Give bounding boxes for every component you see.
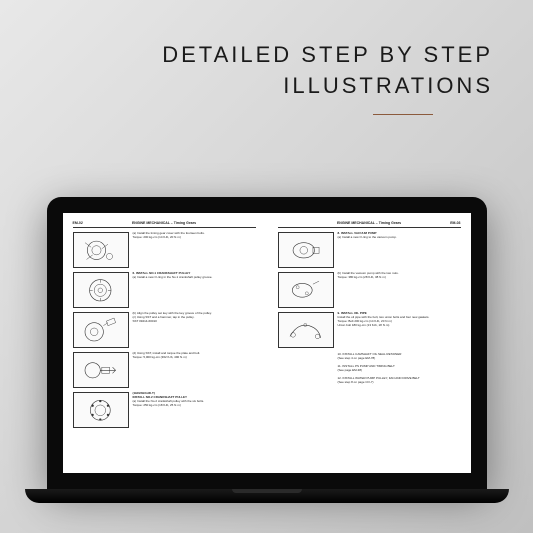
heading-line2: ILLUSTRATIONS [162, 71, 493, 102]
step-illustration-icon [278, 272, 334, 308]
laptop-bezel: EM-02 ENGINE MECHANICAL – Timing Gears (… [47, 197, 487, 489]
step-text: (b) Align the pulley set key with the ke… [133, 312, 256, 324]
step-illustration-icon [73, 272, 129, 308]
step-row: (b) Install the vacuum pump with the two… [278, 272, 461, 308]
step-row: (1HD/2H/1HD-T) INSTALL NO.2 CRANKSHAFT P… [73, 392, 256, 428]
step-row: 6. INSTALL NO.1 CRANKSHAFT PULLEY (a) In… [73, 272, 256, 308]
step-illustration-icon [73, 232, 129, 268]
step-text: (1HD/2H/1HD-T) INSTALL NO.2 CRANKSHAFT P… [133, 392, 256, 408]
step-illustration-icon [73, 392, 129, 428]
step-note: 12. INSTALL WATER PUMP PULLEY, FAN AND D… [278, 376, 461, 384]
step-note: 11. INSTALL PS PUMP AND TIMING BELT (See… [278, 364, 461, 372]
step-row: (a) Install the timing gear cover with t… [73, 232, 256, 268]
step-illustration-icon [278, 232, 334, 268]
laptop-base [25, 489, 509, 503]
heading-divider [373, 114, 433, 115]
step-row: 8. INSTALL VACUUM PUMP (a) Install a new… [278, 232, 461, 268]
step-row: 9. INSTALL OIL PIPE Install the oil pipe… [278, 312, 461, 348]
step-text: (a) Install the timing gear cover with t… [133, 232, 256, 240]
step-illustration-icon [73, 312, 129, 348]
manual-left-page: EM-02 ENGINE MECHANICAL – Timing Gears (… [63, 213, 266, 473]
step-illustration-icon [278, 312, 334, 348]
manual-right-page: EM-03 ENGINE MECHANICAL – Timing Gears 8… [268, 213, 471, 473]
step-illustration-icon [73, 352, 129, 388]
step-row: (d) Using SST, install and torque the pl… [73, 352, 256, 388]
step-note: 10. INSTALL CAMSHAFT OIL SEAL RETAINER (… [278, 352, 461, 360]
laptop-mockup: EM-02 ENGINE MECHANICAL – Timing Gears (… [47, 197, 487, 503]
page-header-right: ENGINE MECHANICAL – Timing Gears [278, 221, 461, 228]
page-header-left: ENGINE MECHANICAL – Timing Gears [73, 221, 256, 228]
step-text: (d) Using SST, install and torque the pl… [133, 352, 256, 360]
step-text: 9. INSTALL OIL PIPE Install the oil pipe… [338, 312, 461, 328]
page-code-right: EM-03 [450, 221, 460, 225]
heading-area: DETAILED STEP BY STEP ILLUSTRATIONS [162, 40, 493, 115]
step-text: 8. INSTALL VACUUM PUMP (a) Install a new… [338, 232, 461, 240]
step-row: (b) Align the pulley set key with the ke… [73, 312, 256, 348]
step-text: (b) Install the vacuum pump with the two… [338, 272, 461, 280]
laptop-screen: EM-02 ENGINE MECHANICAL – Timing Gears (… [63, 213, 471, 473]
step-text: 6. INSTALL NO.1 CRANKSHAFT PULLEY (a) In… [133, 272, 256, 280]
page-code-left: EM-02 [73, 221, 83, 225]
heading-line1: DETAILED STEP BY STEP [162, 40, 493, 71]
